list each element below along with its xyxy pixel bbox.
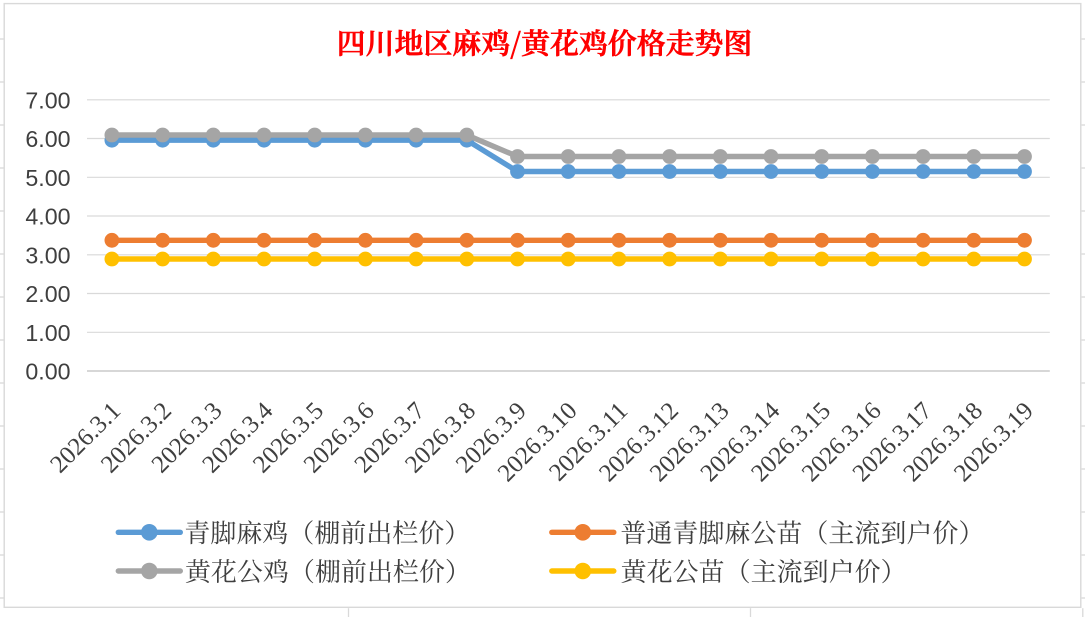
svg-text:3.00: 3.00 <box>25 242 70 268</box>
svg-text:6.00: 6.00 <box>25 126 70 152</box>
svg-text:7.00: 7.00 <box>25 87 70 113</box>
svg-text:5.00: 5.00 <box>25 165 70 191</box>
svg-text:4.00: 4.00 <box>25 204 70 230</box>
svg-text:1.00: 1.00 <box>25 320 70 346</box>
svg-text:2.00: 2.00 <box>25 281 70 307</box>
svg-text:0.00: 0.00 <box>25 359 70 385</box>
